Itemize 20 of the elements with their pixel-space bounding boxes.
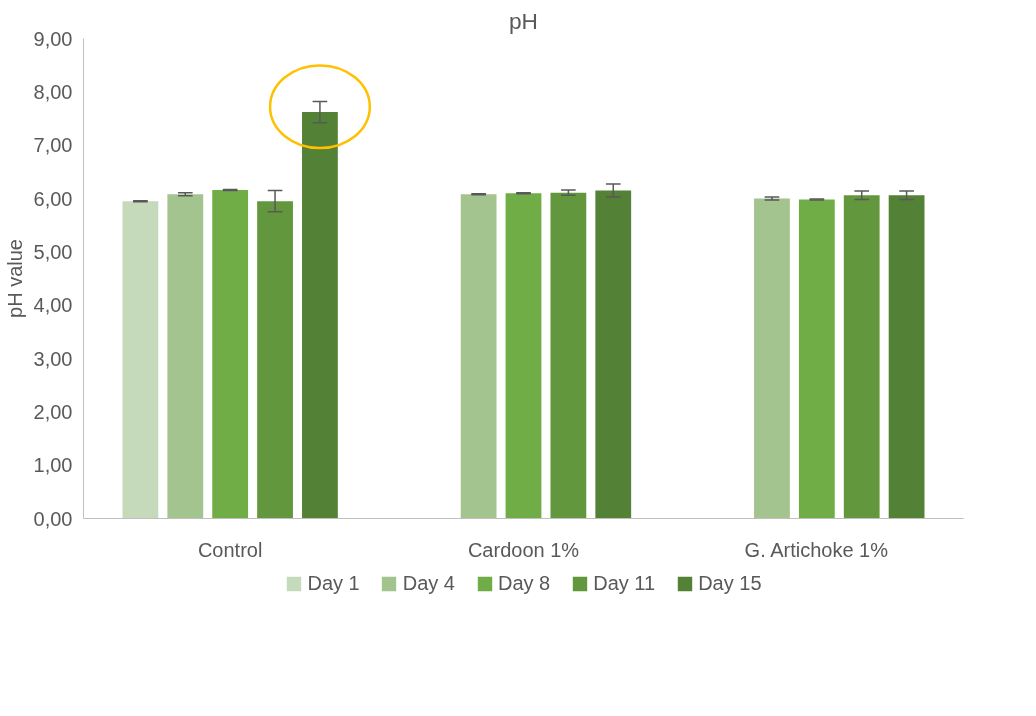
y-tick-label: 3,00 [33,347,73,370]
y-tick-label: 2,00 [33,400,73,423]
x-tick-label: Control [197,538,263,561]
x-tick-label: G. Artichoke 1% [744,538,889,561]
legend-label: Day 1 [307,571,360,595]
y-tick-label: 5,00 [33,240,73,263]
y-tick-label: 1,00 [33,454,73,477]
y-axis-title: pH value [3,239,26,318]
y-tick-label: 6,00 [33,187,73,210]
y-tick-label: 9,00 [33,27,73,50]
y-tick-label: 8,00 [33,80,73,103]
y-tick-label: 4,00 [33,294,73,317]
legend-label: Day 8 [497,571,551,595]
legend-label: Day 15 [698,571,762,595]
y-tick-label: 7,00 [33,134,73,157]
legend-label: Day 11 [593,571,656,595]
y-tick-label: 0,00 [33,507,73,530]
chart-title: pH [509,7,538,34]
legend-label: Day 4 [402,571,455,595]
x-tick-label: Cardoon 1% [467,538,580,561]
